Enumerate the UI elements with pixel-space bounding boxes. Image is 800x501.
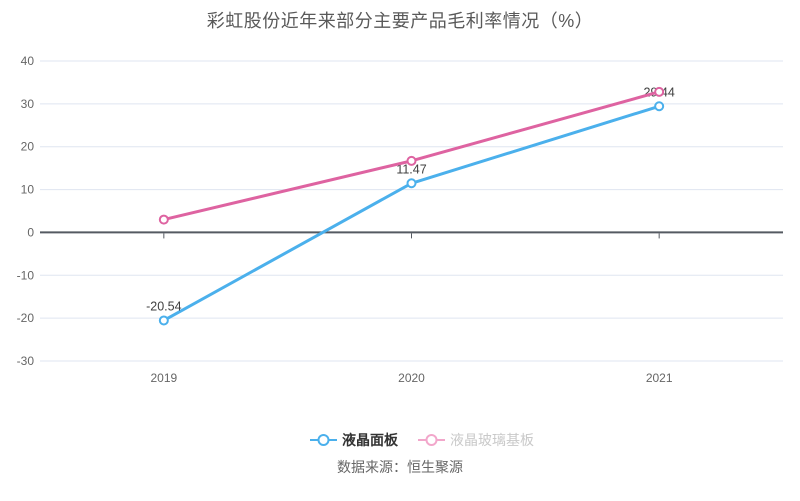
legend-label: 液晶玻璃基板: [450, 432, 534, 448]
x-axis-tick-label: 2021: [646, 371, 673, 385]
legend-label: 液晶面板: [342, 432, 398, 448]
data-point-marker: [406, 178, 417, 189]
chart-legend: 液晶面板 液晶玻璃基板: [22, 430, 800, 450]
legend-line-marker-icon: [418, 434, 445, 446]
y-axis-tick-label: 40: [21, 54, 35, 68]
line-chart-canvas: 40 30 20 10 0 -10 -20 -30 2019 2020 2021 -20.54 11.4…: [17, 54, 783, 385]
y-axis-tick-label: -10: [17, 268, 35, 282]
data-point-marker: [654, 101, 665, 112]
data-source-note: 数据来源：恒生聚源: [337, 459, 463, 475]
x-axis-tick-label: 2019: [150, 371, 177, 385]
data-point-label: -20.54: [146, 299, 181, 313]
data-point-marker: [158, 315, 169, 326]
series-line-液晶玻璃基板: [162, 90, 661, 222]
y-axis-tick-label: 10: [21, 183, 35, 197]
data-point-label: 11.47: [396, 162, 426, 176]
data-point-marker: [654, 86, 665, 97]
y-axis-tick-label: 0: [27, 225, 34, 239]
legend-line-marker-icon: [310, 434, 337, 446]
legend-item-液晶玻璃基板[interactable]: 液晶玻璃基板: [418, 430, 534, 450]
chart-title: 彩虹股份近年来部分主要产品毛利率情况（%）: [206, 11, 594, 31]
x-axis-tick-label: 2020: [398, 371, 425, 385]
y-axis-tick-label: 30: [21, 97, 35, 111]
data-point-marker: [406, 155, 417, 166]
y-axis-tick-label: -20: [17, 311, 35, 325]
series-line-液晶面板: [162, 104, 661, 322]
y-axis-tick-label: -30: [17, 354, 35, 368]
y-axis-tick-label: 20: [21, 140, 35, 154]
data-point-marker: [158, 214, 169, 225]
legend-item-液晶面板[interactable]: 液晶面板: [310, 430, 398, 450]
